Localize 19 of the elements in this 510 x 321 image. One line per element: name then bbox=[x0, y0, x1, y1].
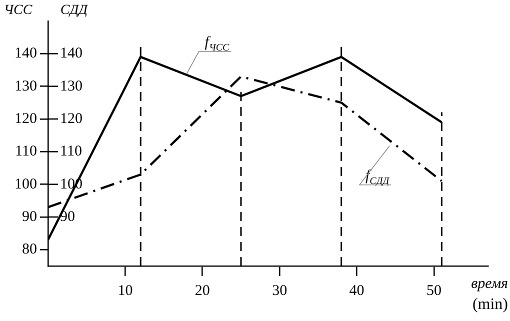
y-axis-title: ЧСС bbox=[4, 3, 33, 18]
y-tick-label: 100 bbox=[14, 176, 37, 192]
x-tick-label: 50 bbox=[426, 282, 442, 299]
y-tick-label: 140 bbox=[14, 46, 37, 62]
y2-tick-label: 110 bbox=[60, 144, 82, 160]
y-tick-label: 110 bbox=[15, 144, 37, 160]
x-tick-label: 20 bbox=[194, 282, 210, 299]
x-tick-label: 30 bbox=[272, 282, 288, 299]
y-tick-label: 130 bbox=[14, 78, 37, 94]
y-tick-label: 80 bbox=[22, 242, 37, 258]
y2-tick-label: 140 bbox=[60, 46, 82, 62]
x-tick-label: 40 bbox=[349, 282, 364, 299]
y2-axis-title: СДД bbox=[60, 3, 89, 18]
y2-tick-label: 130 bbox=[60, 78, 82, 94]
y2-tick-label: 120 bbox=[60, 110, 82, 127]
y-tick-label: 120 bbox=[14, 110, 37, 127]
x-tick-label: 10 bbox=[118, 282, 133, 299]
y-tick-label: 90 bbox=[22, 208, 37, 225]
x-axis-title: время (min) bbox=[471, 276, 508, 313]
